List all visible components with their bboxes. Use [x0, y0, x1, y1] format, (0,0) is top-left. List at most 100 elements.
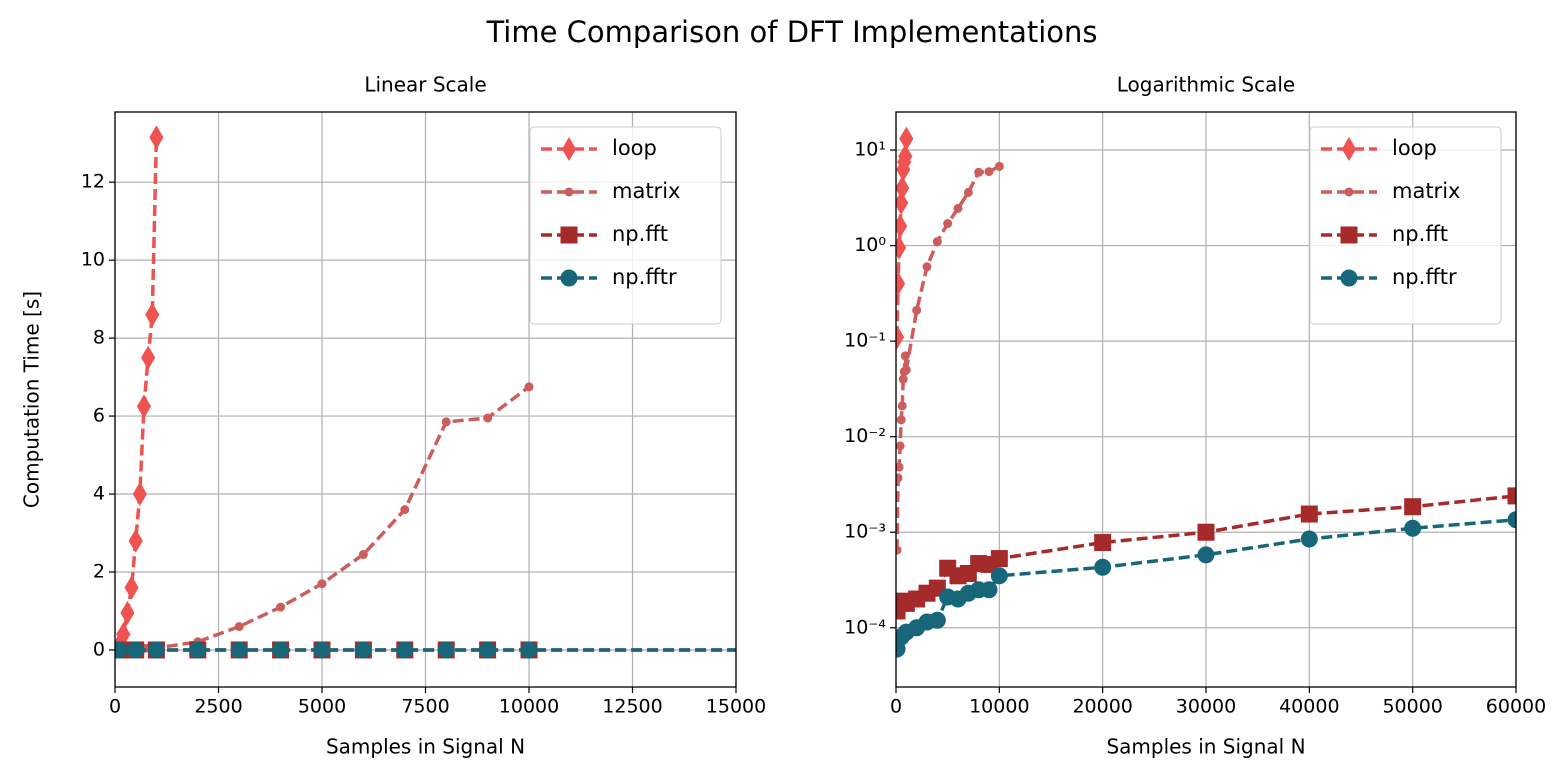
marker	[896, 214, 908, 239]
x-tick-label: 30000	[1176, 696, 1236, 718]
marker	[896, 545, 902, 555]
plot-area	[115, 125, 1365, 659]
marker	[1197, 546, 1215, 564]
marker	[1349, 642, 1365, 658]
marker	[1349, 642, 1365, 658]
legend-frame	[1309, 126, 1502, 325]
legend-label: np.fftr	[612, 265, 677, 289]
marker	[896, 325, 905, 350]
marker	[897, 401, 907, 411]
x-tick-label: 40000	[1279, 696, 1339, 718]
legend-marker	[1340, 269, 1358, 287]
marker	[896, 190, 909, 215]
marker	[900, 351, 910, 361]
marker	[898, 374, 908, 384]
marker	[145, 302, 160, 327]
marker	[922, 262, 932, 272]
axes: 0 2500 5000 7500 10000 12500 15000 0 2 4 6 8 10 12 Lin…	[20, 73, 1365, 759]
marker	[994, 161, 1004, 171]
legend-marker	[1341, 137, 1357, 161]
marker	[1197, 523, 1215, 541]
marker	[1094, 558, 1112, 576]
marker	[1404, 498, 1422, 516]
marker	[124, 575, 139, 600]
marker	[896, 473, 903, 483]
y-tick-label: 4	[93, 483, 105, 505]
marker	[396, 641, 414, 659]
marker	[276, 602, 286, 612]
y-tick-label: 10⁻¹	[844, 330, 886, 352]
legend-label: matrix	[612, 179, 680, 203]
axes-title: Linear Scale	[364, 73, 486, 97]
legend-marker	[560, 269, 578, 287]
y-tick-label: 6	[93, 405, 105, 427]
series-line	[119, 385, 531, 652]
marker	[896, 235, 907, 260]
y-tick-label: 12	[81, 171, 105, 193]
series-line	[117, 137, 159, 647]
marker	[141, 345, 156, 370]
marker	[928, 611, 946, 629]
x-tick-label: 10000	[969, 696, 1029, 718]
x-tick-label: 10000	[499, 696, 559, 718]
x-tick-label: 0	[890, 696, 902, 718]
y-tick-label: 10⁻⁴	[844, 616, 886, 638]
marker	[935, 642, 951, 658]
marker	[234, 622, 244, 632]
legend-label: np.fftr	[1392, 265, 1457, 289]
legend-frame	[529, 126, 722, 325]
marker	[990, 567, 1008, 585]
y-axis-label: Computation Time [s]	[20, 291, 44, 508]
marker	[912, 305, 922, 315]
marker	[230, 641, 248, 659]
marker	[901, 365, 911, 375]
plot-area	[896, 126, 1516, 658]
x-tick-label: 50000	[1382, 696, 1442, 718]
legend: loop matrix np.fft np.fftr	[529, 126, 722, 325]
marker	[115, 641, 128, 659]
marker	[896, 415, 906, 425]
marker	[1300, 505, 1318, 523]
y-tick-label: 10	[81, 249, 105, 271]
y-tick-label: 8	[93, 327, 105, 349]
x-tick-label: 15000	[706, 696, 766, 718]
marker	[272, 641, 290, 659]
y-tick-label: 10⁰	[854, 234, 886, 256]
marker	[317, 579, 327, 589]
marker	[974, 167, 984, 177]
y-tick-label: 2	[93, 561, 105, 583]
y-tick-label: 10⁻³	[844, 521, 886, 543]
legend-label: matrix	[1392, 179, 1460, 203]
marker	[953, 203, 963, 213]
marker	[935, 642, 951, 658]
marker	[149, 125, 164, 150]
figure-title: Time Comparison of DFT Implementations	[485, 15, 1097, 49]
marker	[354, 641, 372, 659]
x-axis-label: Samples in Signal N	[326, 735, 525, 759]
marker	[147, 641, 165, 659]
legend-marker	[1344, 187, 1354, 197]
marker	[1094, 534, 1112, 552]
x-tick-label: 2500	[194, 696, 242, 718]
y-tick-label: 10¹	[854, 139, 886, 161]
marker	[120, 600, 135, 625]
legend: loop matrix np.fft np.fftr	[1309, 126, 1502, 325]
x-axis-label: Samples in Signal N	[1106, 735, 1305, 759]
marker	[896, 462, 904, 472]
marker	[932, 237, 942, 247]
marker	[313, 641, 331, 659]
marker	[132, 482, 147, 507]
marker	[980, 581, 998, 599]
axes-frame	[114, 111, 737, 688]
marker	[483, 413, 493, 423]
marker	[990, 550, 1008, 568]
marker	[520, 641, 538, 659]
marker	[524, 382, 534, 392]
marker	[358, 549, 368, 559]
marker	[963, 187, 973, 197]
legend-label: loop	[612, 136, 657, 160]
marker	[984, 167, 994, 177]
y-tick-label: 0	[93, 638, 105, 660]
x-tick-label: 7500	[401, 696, 449, 718]
